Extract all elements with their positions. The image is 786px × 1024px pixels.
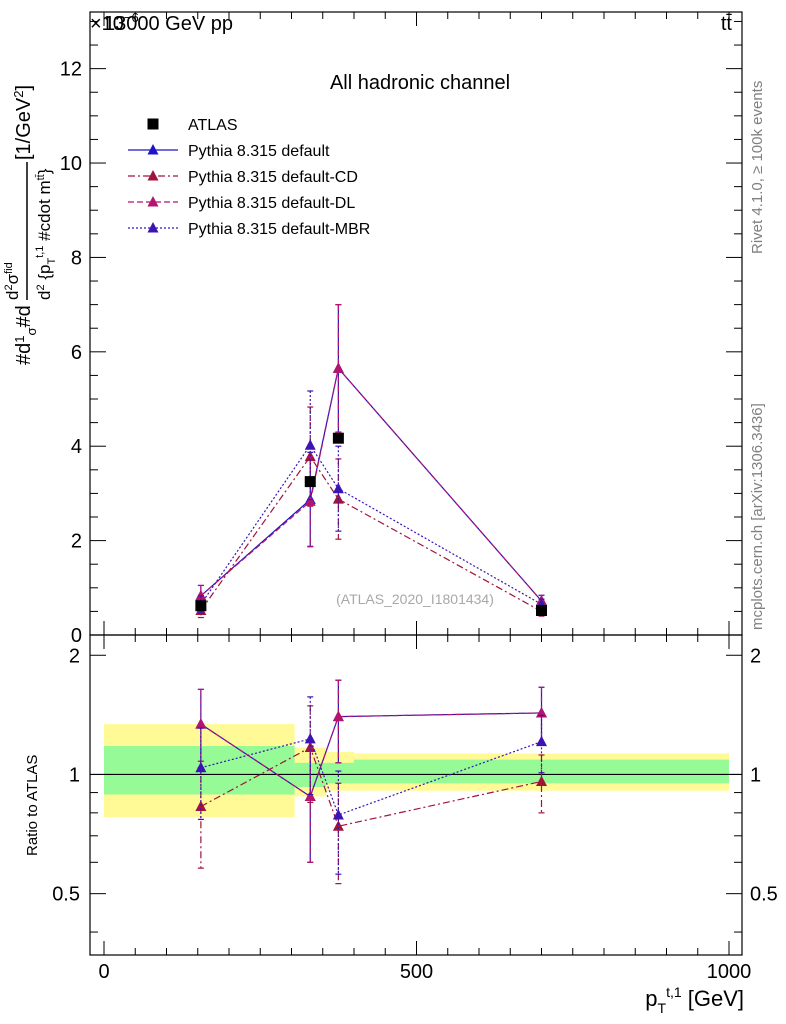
- ratio-line-pythia-8-315-default-cd: [200, 746, 542, 827]
- ratio-y-tick-label-left: 2: [69, 645, 80, 667]
- main-frame: [89, 11, 743, 636]
- atlas-data-point: [332, 432, 344, 444]
- legend-entry-label: Pythia 8.315 default-MBR: [188, 221, 370, 238]
- legend-marker-atlas: [147, 118, 159, 130]
- main-line-pythia-8-315-default-mbr: [200, 444, 542, 605]
- y-tick-label: 8: [71, 247, 82, 269]
- ratio-y-tick-label-left: 0.5: [52, 884, 80, 906]
- svg-text:#d1σ#d: #d1σ#d: [12, 305, 39, 365]
- ratio-y-tick-label-right: 0.5: [750, 884, 778, 906]
- x-tick-label: 0: [98, 961, 109, 983]
- ratio-line-pythia-8-315-default-mbr: [200, 738, 542, 816]
- atlas-data-point: [536, 604, 547, 616]
- y-tick-label: 6: [71, 342, 82, 364]
- svg-text:d2 {pTt,1 #cdot mtt̄}: d2 {pTt,1 #cdot mtt̄}: [34, 168, 58, 300]
- main-point: [332, 362, 344, 373]
- ratio-point: [304, 790, 316, 801]
- analysis-watermark: (ATLAS_2020_I1801434): [336, 591, 494, 607]
- main-point: [304, 495, 316, 506]
- mcplots-label: mcplots.cern.ch [arXiv:1306.3436]: [749, 403, 766, 630]
- legend-entry-label: Pythia 8.315 default-DL: [188, 195, 355, 212]
- ratio-y-axis-label: Ratio to ATLAS: [24, 755, 41, 856]
- ratio-point: [304, 732, 316, 744]
- legend-marker: [147, 222, 159, 233]
- chart-title: All hadronic channel: [330, 72, 510, 94]
- svg-text:d2σfid: d2σfid: [3, 262, 22, 300]
- ratio-y-tick-label-right: 1: [750, 764, 761, 786]
- ratio-point: [332, 710, 344, 722]
- ratio-line-pythia-8-315-default-dl: [200, 712, 542, 798]
- legend-entry-label: ATLAS: [188, 117, 238, 134]
- ratio-y-tick-label-left: 1: [69, 764, 80, 786]
- svg-text:[1/GeV2]: [1/GeV2]: [11, 85, 35, 160]
- x-axis-label: pTt,1 [GeV]: [645, 984, 744, 1016]
- main-panel: 0 2 4 6 8 10 12: [60, 11, 743, 647]
- y-tick-label: 4: [71, 436, 82, 458]
- main-line-pythia-8-315-default: [200, 367, 542, 602]
- process-label: tt̄: [721, 13, 733, 35]
- rivet-version-label: Rivet 4.1.0, ≥ 100k events: [749, 81, 766, 254]
- ratio-point: [195, 718, 207, 729]
- y-tick-label: 0: [71, 625, 82, 647]
- ratio-point: [536, 775, 547, 786]
- main-line-pythia-8-315-default-dl: [200, 367, 542, 602]
- ratio-point: [536, 735, 547, 747]
- legend: ATLAS Pythia 8.315 default Pythia 8.315 de…: [128, 117, 370, 238]
- energy-label: 13000 GeV pp: [104, 13, 233, 35]
- legend-marker: [147, 144, 159, 155]
- ratio-panel: 0 500 1000 0.5 0.5 1 1 2 2: [52, 634, 778, 983]
- atlas-data-point: [195, 600, 207, 612]
- main-line-pythia-8-315-default-cd: [200, 455, 542, 612]
- x-tick-label: 1000: [707, 961, 752, 983]
- ratio-y-tick-label-right: 2: [750, 645, 761, 667]
- ratio-band-green: [325, 762, 354, 784]
- main-point: [332, 482, 344, 494]
- ratio-point: [195, 761, 207, 773]
- legend-entry-label: Pythia 8.315 default: [188, 143, 330, 160]
- main-y-axis-label: #d1σ#d d2σfid d2 {pTt,1 #cdot mtt̄} [1/G…: [3, 85, 58, 365]
- y-tick-label: 2: [71, 531, 82, 553]
- ratio-point: [332, 808, 344, 820]
- legend-marker: [147, 196, 159, 207]
- main-point: [195, 589, 207, 601]
- ratio-point: [332, 820, 344, 831]
- main-point: [304, 439, 316, 450]
- atlas-data-point: [304, 476, 316, 488]
- y-tick-label: 12: [60, 59, 82, 81]
- y-tick-label: 10: [60, 153, 82, 175]
- legend-marker: [147, 170, 159, 181]
- legend-entry-label: Pythia 8.315 default-CD: [188, 169, 358, 186]
- x-tick-label: 500: [400, 961, 433, 983]
